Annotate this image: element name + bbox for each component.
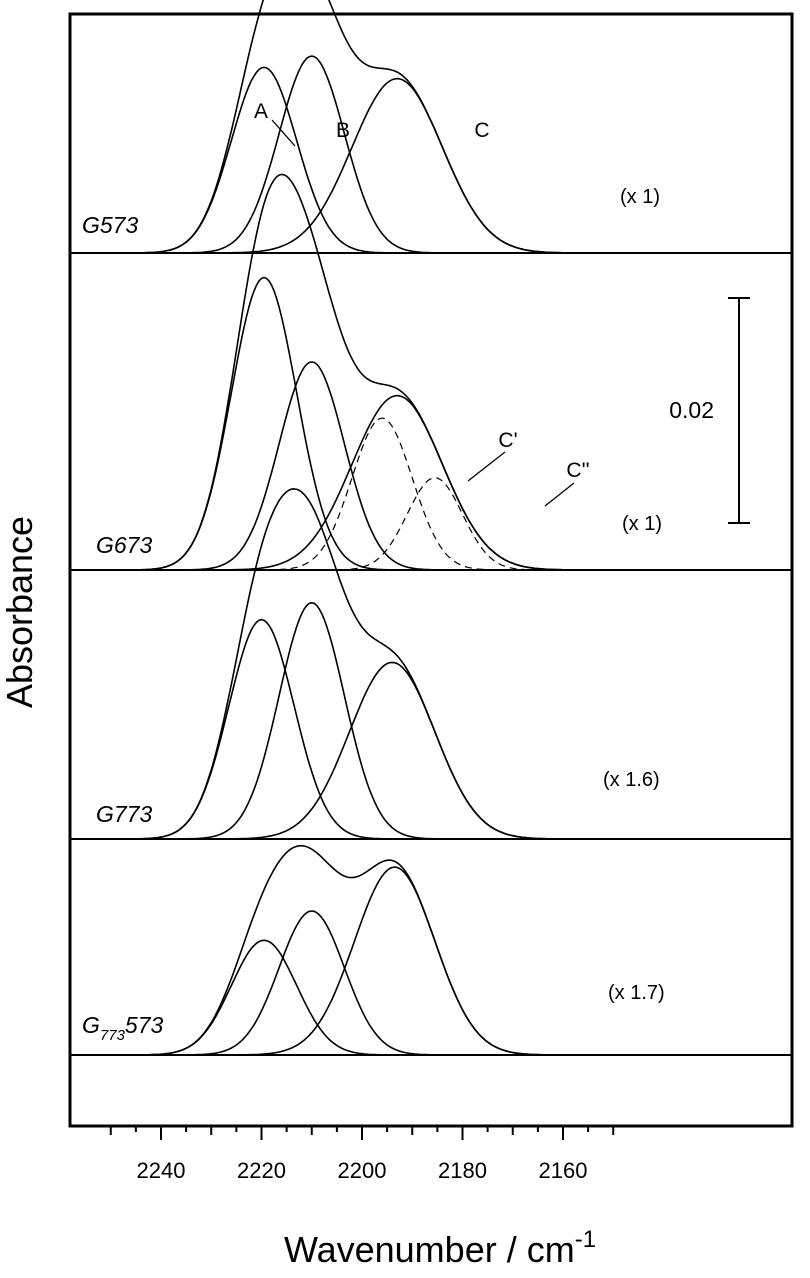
component-curve-G773-2 bbox=[110, 601, 614, 840]
x-tick-label: 2160 bbox=[539, 1158, 588, 1183]
component-curve-G673-4 bbox=[110, 417, 614, 571]
envelope-curve-G773 bbox=[110, 488, 614, 840]
scale-bar: 0.02 bbox=[669, 297, 750, 524]
peak-label-leader bbox=[467, 451, 506, 482]
x-tick-label: 2220 bbox=[237, 1158, 286, 1183]
component-curve-G573-3 bbox=[110, 77, 614, 254]
annotations: G573 (x 1) G673 (x 1) G773 (x 1.6) G773573 (x 1… bbox=[82, 100, 665, 1044]
peak-label-leader bbox=[544, 482, 575, 507]
panel-label: G573 bbox=[82, 212, 138, 238]
envelope-curve-G673 bbox=[110, 173, 614, 571]
scale-factor-label: (x 1.6) bbox=[603, 769, 660, 791]
component-curve-G773573-1 bbox=[110, 939, 614, 1056]
component-curve-G673-3 bbox=[110, 394, 614, 571]
panel-label: G773573 bbox=[82, 1012, 164, 1044]
peak-label-leader bbox=[271, 119, 296, 147]
peak-label: A bbox=[254, 100, 268, 123]
envelope-curve-G773573 bbox=[110, 844, 614, 1056]
peak-label: C bbox=[474, 119, 489, 142]
component-curve-G673-5 bbox=[110, 477, 614, 571]
panel-label: G773 bbox=[96, 801, 152, 827]
component-curve-G573-2 bbox=[110, 55, 614, 254]
scale-bar-label: 0.02 bbox=[669, 397, 714, 423]
peak-label: B bbox=[336, 119, 350, 142]
component-curve-G773-1 bbox=[110, 618, 614, 840]
envelope-curve-G573 bbox=[110, 0, 614, 254]
scale-factor-label: (x 1.7) bbox=[608, 982, 665, 1004]
x-tick-label: 2180 bbox=[438, 1158, 487, 1183]
y-axis-title: Absorbance bbox=[0, 516, 40, 708]
scale-factor-label: (x 1) bbox=[622, 513, 662, 535]
peak-label: C' bbox=[498, 429, 517, 452]
peak-label: C'' bbox=[566, 459, 589, 482]
component-curve-G773-3 bbox=[110, 661, 614, 840]
component-curve-G673-2 bbox=[110, 361, 614, 571]
x-axis-title: Wavenumber / cm-1 bbox=[284, 1226, 596, 1270]
component-curve-G673-1 bbox=[110, 276, 614, 571]
scale-factor-label: (x 1) bbox=[620, 186, 660, 208]
panel-label: G673 bbox=[96, 532, 152, 558]
component-curve-G773573-3 bbox=[110, 866, 614, 1056]
component-curve-G773573-2 bbox=[110, 910, 614, 1056]
spectra-curves bbox=[110, 0, 614, 1056]
component-curve-G573-1 bbox=[110, 66, 614, 254]
x-axis-ticks: 2240 2220 2200 2180 2160 bbox=[109, 1126, 615, 1183]
x-tick-label: 2200 bbox=[338, 1158, 387, 1183]
x-tick-label: 2240 bbox=[137, 1158, 186, 1183]
